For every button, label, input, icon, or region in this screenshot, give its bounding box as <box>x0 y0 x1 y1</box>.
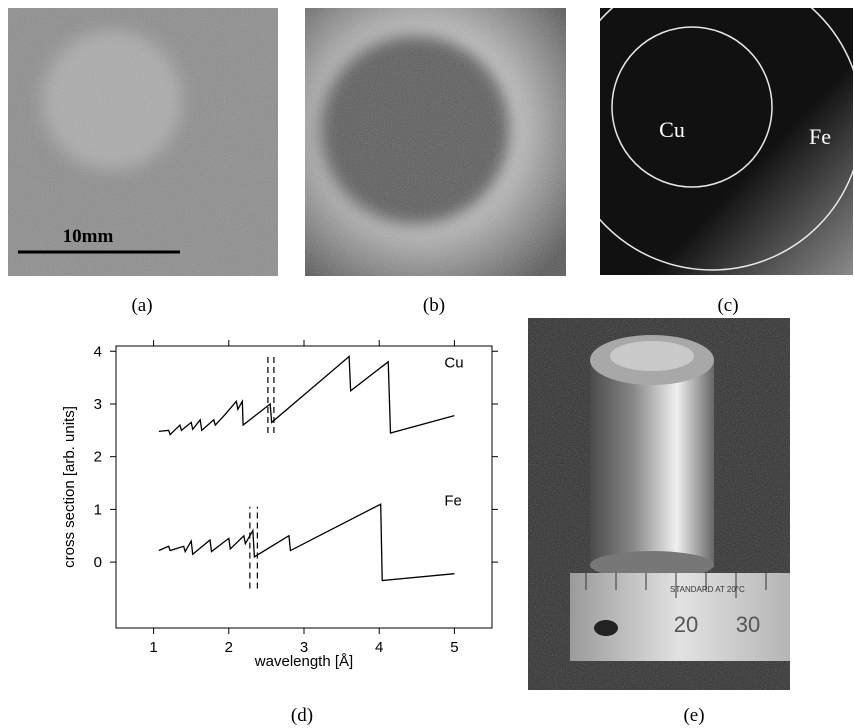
chart: 1 2 3 4 5 0 1 2 3 4 wavelength [Å] cross section [a… <box>61 340 498 670</box>
region-label: Cu <box>659 117 685 142</box>
panel-b-image <box>305 8 566 276</box>
panel-label: (e) <box>683 705 704 726</box>
panel-c-image <box>600 8 853 275</box>
x-tick-label: 3 <box>300 639 308 656</box>
y-tick-label: 4 <box>94 343 102 360</box>
x-tick-label: 1 <box>149 639 157 656</box>
ruler-number: 30 <box>736 612 760 637</box>
series-line <box>158 355 455 436</box>
scale-bar-label: 10mm <box>63 226 114 247</box>
panel-a-image <box>8 8 278 276</box>
panel-e-image <box>528 318 790 690</box>
x-axis-label: wavelength [Å] <box>254 653 353 670</box>
panel-label: (a) <box>131 295 152 316</box>
y-tick-label: 0 <box>94 554 102 571</box>
panel-label: (d) <box>291 705 313 726</box>
panel-label: (b) <box>423 295 445 316</box>
series-label: Fe <box>444 493 462 510</box>
ruler-text: STANDARD AT 20°C <box>670 585 745 594</box>
series-label: Cu <box>444 355 463 372</box>
x-tick-label: 4 <box>375 639 383 656</box>
ruler-number: 20 <box>674 612 698 637</box>
y-axis-label: cross section [arb. units] <box>61 406 78 568</box>
x-tick-label: 2 <box>225 639 233 656</box>
y-tick-label: 1 <box>94 501 102 518</box>
y-tick-label: 3 <box>94 396 102 413</box>
y-tick-label: 2 <box>94 449 102 466</box>
region-label: Fe <box>809 124 831 149</box>
plot-frame <box>115 345 493 629</box>
series-line <box>158 503 455 582</box>
panel-label: (c) <box>717 295 738 316</box>
x-tick-label: 5 <box>450 639 458 656</box>
